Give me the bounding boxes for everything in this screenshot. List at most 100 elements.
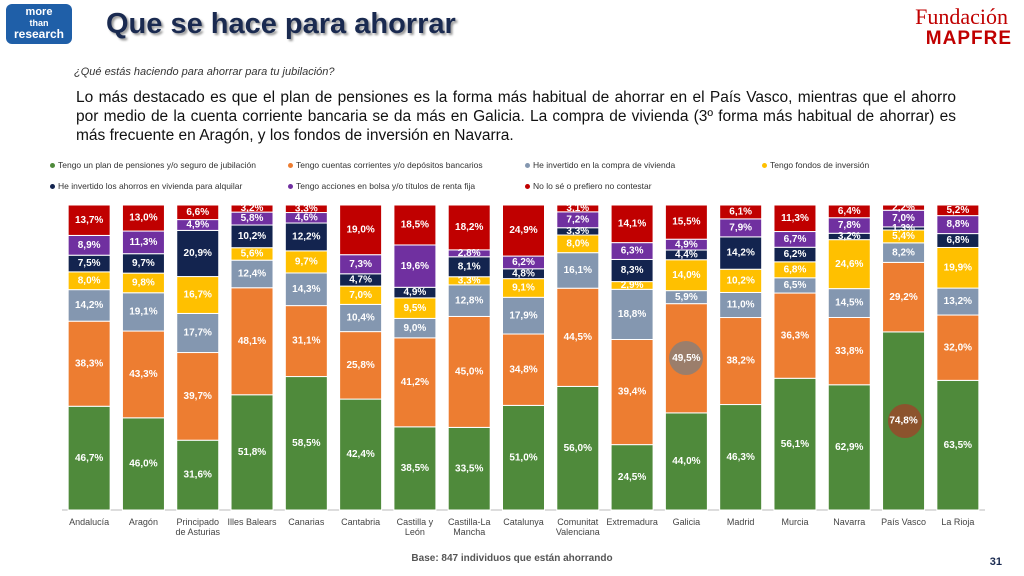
logo-text: more (25, 6, 53, 18)
data-label: 3,2% (838, 231, 861, 242)
bar-segment (176, 439, 220, 511)
data-label: 6,1% (729, 207, 752, 218)
legend-item: Tengo fondos de inversión (762, 160, 869, 170)
data-label: 32,0% (944, 342, 972, 353)
data-label: 39,4% (618, 387, 646, 398)
data-label: 4,7% (349, 275, 372, 286)
data-label: 45,0% (455, 367, 483, 378)
bar-segment (447, 284, 491, 317)
data-label: 41,2% (401, 377, 429, 388)
data-label: 2,9% (621, 280, 644, 291)
data-label: 42,4% (346, 449, 374, 460)
data-label: 31,6% (184, 470, 212, 481)
data-label: 58,5% (292, 438, 320, 449)
legend-item: Tengo un plan de pensiones y/o seguro de… (50, 160, 256, 170)
data-label: 3,2% (241, 203, 264, 214)
bar-segment (284, 272, 328, 307)
data-label: 12,2% (292, 232, 320, 243)
bar-segment (719, 404, 763, 511)
data-label: 10,2% (238, 231, 266, 242)
data-label: 6,2% (512, 257, 535, 268)
data-label: 4,9% (404, 287, 427, 298)
bar-segment (121, 204, 165, 232)
data-label: 33,5% (455, 463, 483, 474)
question: ¿Qué estás haciendo para ahorrar para tu… (74, 66, 335, 78)
data-label: 15,5% (672, 217, 700, 228)
bar-segment (719, 317, 763, 406)
data-label: 14,1% (618, 218, 646, 229)
bar-segment (339, 303, 383, 333)
legend-swatch (288, 163, 293, 169)
bar-segment (339, 204, 383, 256)
data-label: 9,5% (404, 303, 427, 314)
bar-segment (176, 229, 220, 278)
data-label: 11,3% (781, 213, 809, 224)
bar-segment (610, 444, 654, 511)
legend-label: Tengo un plan de pensiones y/o seguro de… (58, 160, 257, 170)
bar-segment (773, 204, 817, 233)
legend-swatch (525, 184, 530, 190)
data-label: 51,8% (238, 447, 266, 458)
data-label: 16,7% (184, 290, 212, 301)
data-label: 63,5% (944, 440, 972, 451)
bar-segment (664, 259, 708, 292)
data-label: 43,3% (129, 369, 157, 380)
data-label: 5,4% (892, 231, 915, 242)
x-tick-label: Andalucía (69, 517, 110, 527)
data-label: 29,2% (889, 292, 917, 303)
data-label: 46,0% (129, 459, 157, 470)
bar-segment (176, 352, 220, 441)
data-label: 20,9% (184, 248, 212, 259)
x-tick-label: Murcia (781, 517, 809, 527)
data-label: 7,0% (892, 213, 915, 224)
bar-segment (719, 236, 763, 270)
bar-segment (393, 426, 437, 511)
data-label: 13,2% (944, 296, 972, 307)
bar-segment (936, 379, 980, 511)
data-label: 10,4% (346, 313, 374, 324)
data-label: 38,3% (75, 358, 103, 369)
data-label: 38,5% (401, 463, 429, 474)
bar-segment (121, 292, 165, 332)
legend-item: He invertido los ahorros en vivienda par… (50, 181, 242, 191)
data-label: 56,1% (781, 439, 809, 450)
data-label: 6,7% (784, 234, 807, 245)
x-tick-label: Illes Balears (227, 517, 277, 527)
data-label: 6,8% (946, 235, 969, 246)
data-label: 18,2% (455, 222, 483, 233)
legend-swatch (50, 184, 55, 190)
data-label: 9,7% (295, 257, 318, 268)
bar-segment (339, 331, 383, 400)
legend-label: Tengo fondos de inversión (770, 160, 870, 170)
highlight (669, 341, 703, 375)
footer: Base: 847 individuos que están ahorrando (411, 553, 613, 564)
data-label: 8,9% (78, 240, 101, 251)
data-label: 14,0% (672, 270, 700, 281)
data-label: 36,3% (781, 330, 809, 341)
x-tick-label: Castilla-La Mancha (447, 517, 491, 537)
bar-segment (610, 204, 654, 244)
legend-item: No lo sé o prefiero no contestar (525, 181, 652, 191)
bar-segment (67, 204, 111, 236)
bar-segment (502, 204, 545, 257)
legend-label: No lo sé o prefiero no contestar (533, 181, 652, 191)
data-label: 4,9% (675, 239, 698, 250)
data-label: 11,0% (727, 300, 755, 311)
legend-item: Tengo acciones en bolsa y/o títulos de r… (288, 181, 475, 191)
data-label: 25,8% (346, 360, 374, 371)
data-label: 17,9% (509, 310, 537, 321)
data-label: 6,8% (784, 264, 807, 275)
data-label: 2,8% (458, 248, 481, 259)
legend-swatch (288, 184, 293, 190)
bar-segment (393, 244, 437, 288)
bar-segment (121, 417, 165, 511)
data-label: 14,2% (726, 248, 754, 259)
legend-item: He invertido en la compra de vivienda (525, 160, 675, 170)
bar-segment (284, 222, 328, 252)
data-label: 12,8% (455, 295, 483, 306)
data-label: 18,8% (618, 309, 646, 320)
data-label: 7,3% (349, 259, 372, 270)
data-label: 44,5% (564, 332, 592, 343)
